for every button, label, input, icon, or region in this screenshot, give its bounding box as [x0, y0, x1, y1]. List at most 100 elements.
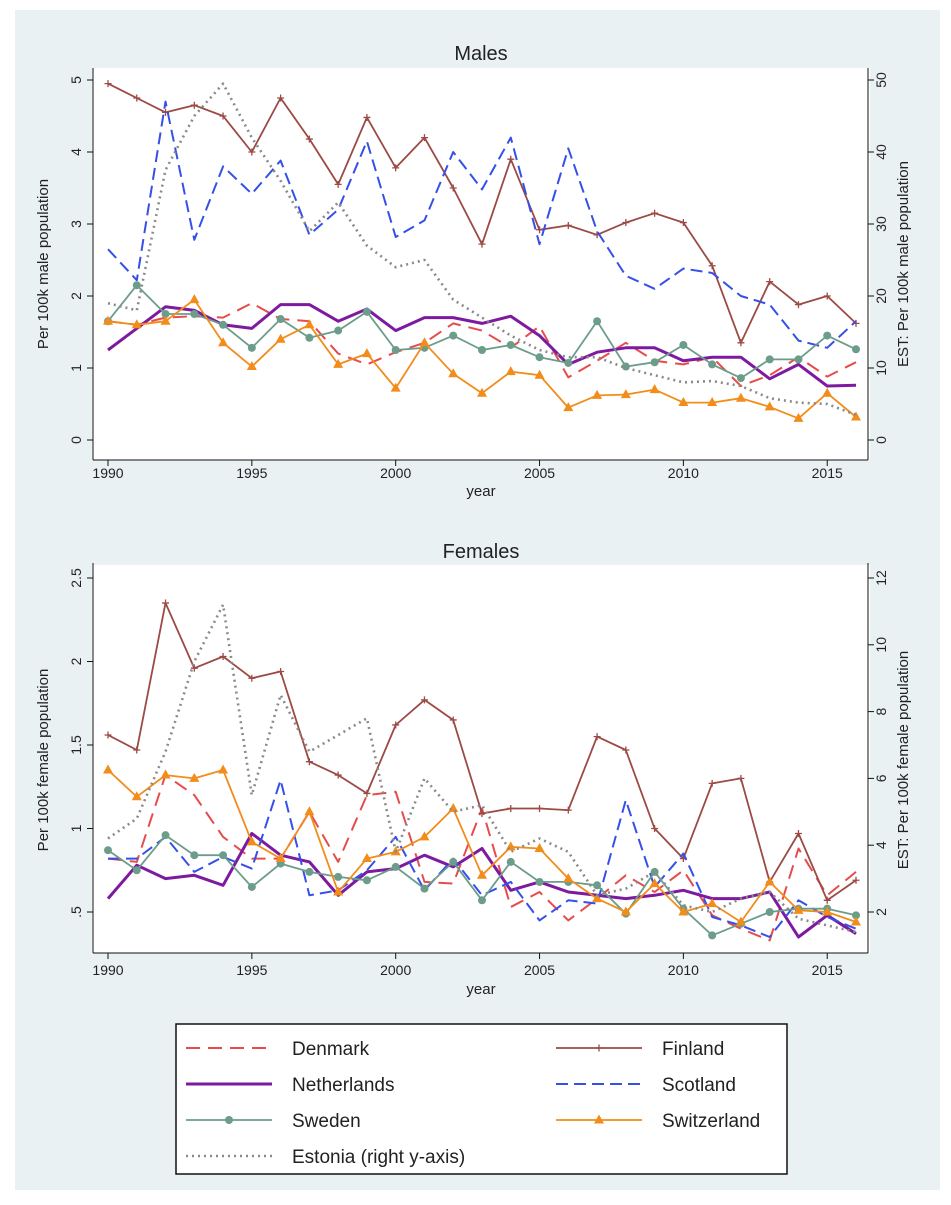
females-finland-point: [420, 696, 428, 704]
females-finland-point: [133, 746, 141, 754]
males-sweden-point: [190, 310, 199, 318]
males-finland-point: [248, 148, 256, 156]
males-sweden-point: [478, 346, 486, 354]
females-sweden-point: [420, 884, 429, 893]
males-switzerland-point: [361, 348, 372, 358]
males-sweden-point: [593, 317, 602, 326]
males-panel: Males year Per 100k male population EST:…: [35, 43, 912, 500]
legend-label-estonia: Estonia (right y-axis): [292, 1147, 465, 1168]
males-switzerland-point: [246, 361, 257, 371]
females-switzerland-point: [477, 869, 487, 879]
males-x-tick-label: 2000: [380, 465, 411, 481]
females-finland-point: [708, 779, 716, 787]
females-finland-point: [277, 668, 285, 676]
males-switzerland-point: [477, 387, 487, 397]
females-switzerland-point: [764, 876, 775, 886]
females-switzerland-point: [419, 831, 430, 841]
males-y-tick-label: 1: [68, 364, 84, 372]
males-sweden-point: [305, 333, 314, 342]
males-series: [103, 80, 861, 422]
males-finland-point: [766, 278, 774, 286]
males-y2-tick-label: 20: [873, 288, 889, 304]
females-sweden-point: [708, 931, 717, 940]
males-finland-point: [420, 134, 428, 142]
males-sweden-point: [132, 281, 141, 290]
males-finland-point: [679, 219, 687, 227]
females-switzerland-point: [592, 893, 603, 903]
females-switzerland-point: [189, 772, 200, 782]
females-finland-point: [190, 664, 198, 672]
females-finland-point: [334, 771, 342, 779]
females-panel: Females year Per 100k female population …: [35, 541, 912, 998]
females-switzerland-point: [822, 906, 833, 916]
males-finland-point: [823, 292, 831, 300]
females-sweden-point: [132, 866, 141, 875]
males-switzerland-point: [275, 333, 286, 343]
females-switzerland-point: [851, 916, 861, 926]
males-finland-point: [536, 226, 544, 234]
females-finland-point: [104, 731, 112, 739]
males-y2-tick-label: 50: [873, 72, 889, 88]
males-switzerland-point: [448, 368, 459, 378]
males-sweden-point: [391, 346, 400, 354]
females-finland-point: [564, 806, 572, 814]
legend-label-finland: Finland: [662, 1039, 724, 1060]
females-y-tick-label: .5: [68, 906, 84, 918]
females-finland-point: [593, 733, 601, 741]
males-finland-point: [478, 240, 486, 248]
males-x-axis-label: year: [466, 483, 495, 500]
females-switzerland-point: [649, 878, 660, 888]
females-finland-point: [363, 789, 371, 797]
legend-label-scotland: Scotland: [662, 1075, 736, 1096]
females-sweden-point: [535, 877, 544, 886]
males-finland-point: [392, 164, 400, 172]
males-sweden-point: [679, 340, 688, 349]
females-sweden-point: [593, 881, 602, 890]
females-y2-tick-label: 10: [873, 637, 889, 653]
females-x-tick-label: 1995: [236, 962, 267, 978]
females-sweden-point: [305, 867, 314, 876]
legend-marker-sweden: [225, 1116, 233, 1124]
males-sweden-point: [650, 358, 659, 367]
females-finland-point: [162, 599, 170, 607]
males-switzerland-point: [678, 397, 689, 407]
males-sweden-point: [276, 315, 285, 324]
males-sweden-point: [247, 343, 256, 352]
females-y2-axis-label: EST: Per 100k female population: [895, 651, 912, 869]
legend-marker-finland: [595, 1044, 603, 1052]
females-y-tick-label: 2.5: [68, 568, 84, 588]
legend: Denmark Finland Netherlands Scotland Sweden S…: [175, 1023, 788, 1175]
males-switzerland-point: [103, 315, 113, 325]
males-switzerland-point: [131, 319, 142, 329]
males-switzerland-point: [851, 411, 861, 421]
females-switzerland-point: [563, 873, 574, 883]
females-series-scotland: [108, 779, 857, 938]
females-finland-point: [219, 652, 227, 660]
legend-label-denmark: Denmark: [292, 1039, 370, 1060]
females-y2-tick-label: 4: [873, 841, 889, 849]
females-switzerland-point: [361, 853, 372, 863]
females-y-axis-label: Per 100k female population: [35, 669, 52, 852]
males-finland-point: [737, 339, 745, 347]
females-sweden-point: [506, 857, 515, 866]
females-sweden-point: [478, 896, 486, 905]
males-switzerland-point: [707, 397, 718, 407]
legend-marker-switzerland: [594, 1114, 604, 1124]
females-finland-point: [852, 876, 860, 884]
females-sweden-point: [391, 862, 400, 871]
females-y2-tick-label: 12: [873, 570, 889, 586]
males-y-tick-label: 4: [68, 148, 84, 156]
males-finland-point: [651, 209, 659, 217]
males-finland-point: [794, 301, 802, 309]
females-finland-point: [622, 746, 630, 754]
females-switzerland-point: [735, 916, 746, 926]
males-sweden-point: [506, 340, 515, 349]
males-y-tick-label: 0: [68, 436, 84, 444]
females-y2-tick-label: 2: [873, 908, 889, 916]
females-finland-point: [478, 809, 486, 817]
females-sweden-point: [104, 846, 112, 855]
males-switzerland-point: [534, 369, 545, 379]
females-series-estonia: [107, 603, 857, 934]
females-finland-point: [823, 896, 831, 904]
